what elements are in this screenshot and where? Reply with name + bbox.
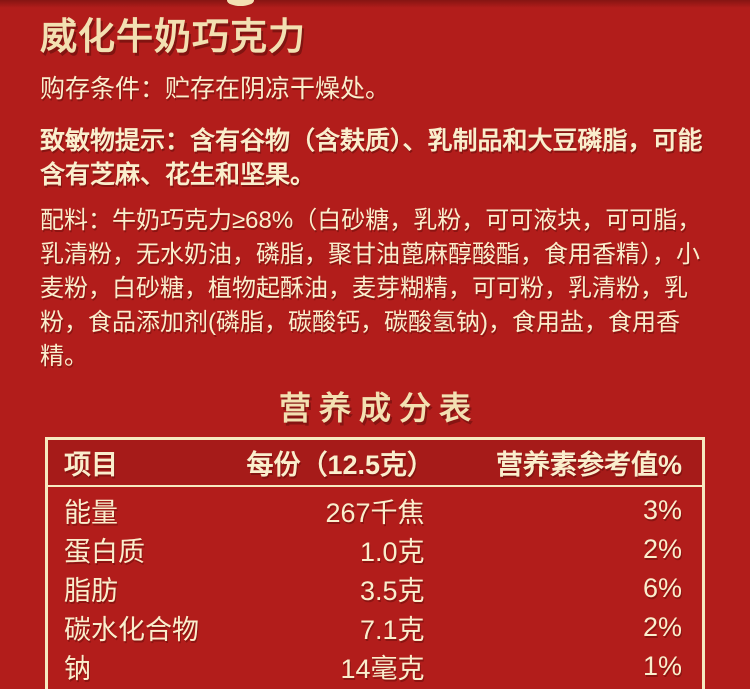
nutrition-table-body: 能量 267千焦 3% 蛋白质 1.0克 2% 脂肪 3.5克 6% 碳水化合物…	[47, 486, 704, 689]
nutrition-nrv: 3%	[642, 495, 682, 525]
nutrition-item-name: 钠	[64, 654, 91, 684]
storage-conditions-text: 购存条件：贮存在阴凉干燥处。	[40, 75, 391, 103]
nutrition-item-name: 脂肪	[64, 576, 118, 606]
nutrition-row: 蛋白质 1.0克 2%	[47, 530, 704, 569]
nutrition-nrv: 1%	[642, 651, 682, 681]
nutrition-amount: 267千焦	[325, 498, 425, 528]
nutrition-table-title: 营养成分表	[278, 390, 479, 426]
nutrition-nrv: 2%	[642, 612, 682, 642]
label-content: 威化牛奶巧克力 购存条件：贮存在阴凉干燥处。 致敏物提示：含有谷物（含麸质）、乳…	[0, 15, 750, 689]
nutrition-table-header: 项目 每份（12.5克） 营养素参考值%	[46, 438, 704, 487]
allergen-notice-text: 致敏物提示：含有谷物（含麸质）、乳制品和大豆磷脂，可能含有芝麻、花生和坚果。	[40, 127, 703, 189]
col-header-nrv: 营养素参考值%	[424, 438, 704, 487]
nutrition-table: 项目 每份（12.5克） 营养素参考值% 能量 267千焦 3% 蛋白质 1.0…	[45, 437, 705, 689]
nutrition-row: 碳水化合物 7.1克 2%	[47, 608, 704, 647]
header-row: 项目 每份（12.5克） 营养素参考值%	[46, 438, 704, 487]
col-header-item: 项目	[46, 438, 247, 487]
ingredients-text: 配料：牛奶巧克力≥68%（白砂糖，乳粉，可可液块，可可脂，乳清粉，无水奶油，磷脂…	[40, 207, 702, 370]
nutrition-amount: 1.0克	[359, 537, 425, 567]
nutrition-row: 能量 267千焦 3%	[47, 486, 704, 530]
product-title: 威化牛奶巧克力	[40, 16, 306, 57]
top-decoration-arc	[227, 0, 254, 6]
nutrition-item-name: 能量	[64, 498, 118, 528]
top-shadow-strip	[0, 0, 750, 8]
nutrition-amount: 7.1克	[359, 615, 425, 645]
nutrition-nrv: 6%	[642, 573, 682, 603]
nutrition-item-name: 蛋白质	[64, 537, 145, 567]
nutrition-row: 脂肪 3.5克 6%	[47, 569, 704, 608]
nutrition-amount: 14毫克	[340, 654, 425, 684]
col-header-amount: 每份（12.5克）	[246, 438, 434, 487]
nutrition-amount: 3.5克	[359, 576, 425, 606]
nutrition-row: 钠 14毫克 1%	[47, 647, 704, 689]
nutrition-item-name: 碳水化合物	[64, 615, 199, 645]
nutrition-nrv: 2%	[642, 534, 682, 564]
